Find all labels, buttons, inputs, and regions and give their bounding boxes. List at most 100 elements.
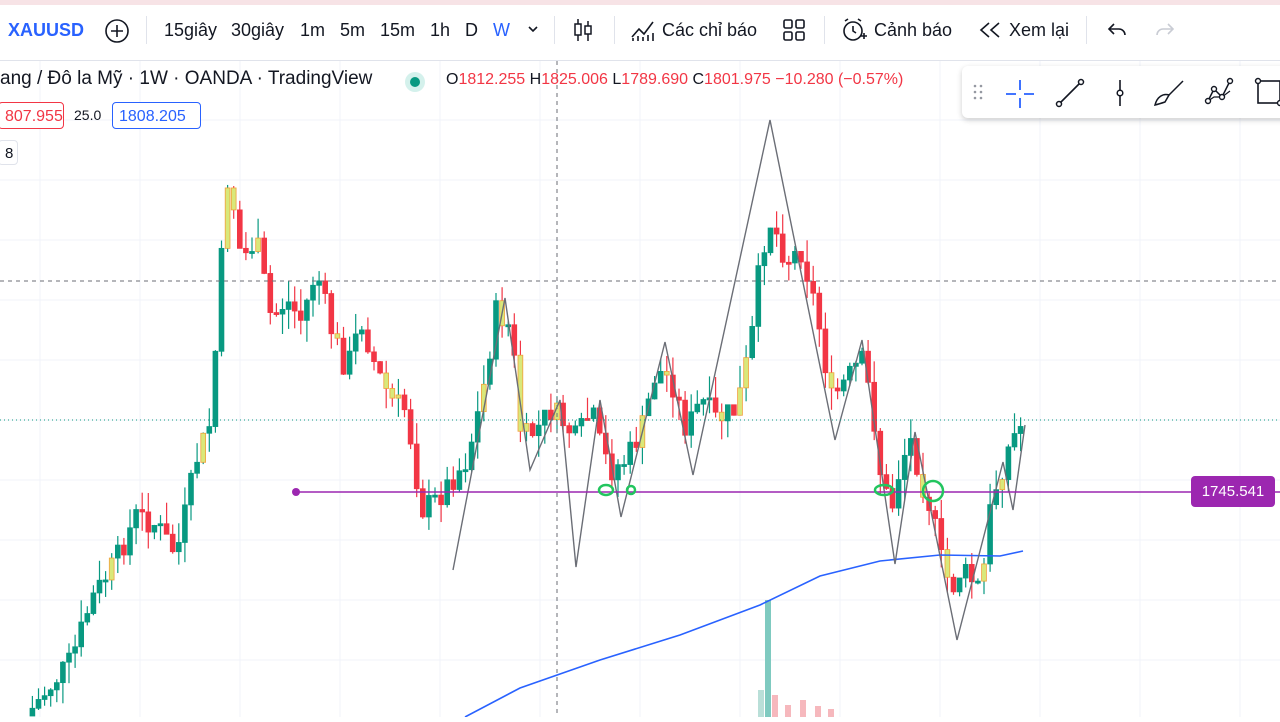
candle-body	[616, 465, 621, 480]
high-value: 1825.006	[541, 71, 608, 88]
drag-handle-icon[interactable]	[972, 83, 984, 106]
templates-icon[interactable]	[782, 18, 806, 50]
candle-body	[201, 433, 206, 462]
rectangle-icon[interactable]	[1254, 77, 1280, 112]
candle-body	[128, 528, 133, 555]
low-value: 1789.690	[621, 71, 688, 88]
chart-legend-title[interactable]: ang / Đô la Mỹ · 1W · OANDA · TradingVie…	[0, 68, 372, 90]
interval-30s[interactable]: 30giây	[231, 14, 284, 46]
candle-body	[61, 662, 66, 682]
zigzag-pattern-line	[453, 120, 1025, 640]
candle-body	[969, 564, 974, 581]
indicators-button[interactable]: Các chỉ báo	[662, 14, 757, 46]
candle-body	[323, 281, 328, 294]
candle-body	[378, 362, 383, 373]
brush-icon[interactable]	[1152, 78, 1186, 113]
candle-body	[957, 578, 962, 592]
floating-drawing-toolbar	[962, 66, 1280, 118]
symbol-search[interactable]: XAUUSD	[8, 14, 84, 46]
undo-icon[interactable]	[1106, 20, 1128, 52]
low-key: L	[612, 71, 621, 88]
chart-pane[interactable]	[0, 61, 1280, 717]
candle-body	[195, 462, 200, 473]
candle-body	[85, 614, 90, 623]
sell-price-box[interactable]: 807.955	[0, 102, 64, 129]
candle-body	[817, 293, 822, 329]
vertical-line-icon[interactable]	[1105, 78, 1135, 113]
chevron-down-icon[interactable]	[526, 22, 540, 54]
candle-body	[902, 455, 907, 479]
buy-price-box[interactable]: 1808.205	[112, 102, 201, 129]
interval-w[interactable]: W	[493, 14, 510, 46]
candle-body	[298, 311, 303, 320]
candle-body	[750, 326, 755, 357]
candle-body	[158, 524, 163, 526]
candle-body	[347, 351, 352, 374]
candle-body	[1006, 447, 1011, 480]
top-accent-line	[0, 0, 1280, 5]
candle-body	[109, 558, 114, 580]
interval-15m[interactable]: 15m	[380, 14, 415, 46]
candle-body	[103, 580, 108, 582]
candle-body	[756, 266, 761, 327]
alert-button[interactable]: Cảnh báo	[874, 14, 952, 46]
open-value: 1812.255	[458, 71, 525, 88]
candle-body	[176, 542, 181, 551]
interval-d[interactable]: D	[465, 14, 478, 46]
redo-icon[interactable]	[1154, 20, 1176, 52]
candle-body	[42, 696, 47, 700]
candle-body	[225, 188, 230, 248]
candle-body	[73, 647, 78, 653]
candle-body	[36, 699, 41, 708]
candle-body	[664, 371, 669, 375]
candle-body	[280, 309, 285, 314]
interval-5m[interactable]: 5m	[340, 14, 365, 46]
candle-body	[841, 380, 846, 391]
chart-canvas[interactable]	[0, 61, 1280, 717]
candle-body	[152, 525, 157, 532]
change-value: −10.280 (−0.57%)	[775, 71, 903, 88]
candle-body	[1018, 426, 1023, 433]
candle-body	[823, 329, 828, 373]
open-key: O	[446, 71, 458, 88]
candle-body	[433, 495, 438, 497]
candle-body	[780, 234, 785, 262]
candle-body	[451, 480, 456, 490]
candle-body	[286, 302, 291, 310]
candle-body	[183, 505, 188, 543]
candle-body	[213, 351, 218, 426]
alert-icon[interactable]	[840, 16, 868, 48]
candle-body	[48, 690, 53, 696]
interval-1h[interactable]: 1h	[430, 14, 450, 46]
interval-1m[interactable]: 1m	[300, 14, 325, 46]
high-key: H	[530, 71, 542, 88]
candle-body	[457, 471, 462, 490]
crosshair-icon[interactable]	[1005, 79, 1035, 114]
replay-button[interactable]: Xem lại	[1009, 14, 1069, 46]
indicators-icon[interactable]	[630, 17, 656, 49]
candle-body	[408, 410, 413, 444]
replay-icon[interactable]	[978, 20, 1002, 52]
candles-icon[interactable]	[572, 17, 594, 49]
indicator-collapse-box[interactable]: 8	[0, 140, 18, 165]
moving-average-line	[465, 551, 1023, 717]
candle-body	[341, 338, 346, 374]
candle-body	[579, 418, 584, 425]
close-value: 1801.975	[704, 71, 771, 88]
pattern-icon[interactable]	[1204, 77, 1234, 112]
candle-body	[591, 408, 596, 419]
trendline-icon[interactable]	[1055, 78, 1085, 113]
candle-body	[390, 388, 395, 398]
candle-body	[256, 238, 261, 251]
plus-circle-icon[interactable]	[104, 18, 130, 50]
candle-body	[939, 519, 944, 550]
candle-body	[67, 653, 72, 662]
candle-body	[768, 228, 773, 253]
volume-bar	[800, 700, 806, 717]
horizontal-line-price-label[interactable]: 1745.541	[1191, 476, 1275, 507]
candle-body	[250, 252, 255, 254]
candle-body	[506, 325, 511, 327]
candle-body	[305, 300, 310, 320]
candle-body	[963, 564, 968, 578]
interval-15s[interactable]: 15giây	[164, 14, 217, 46]
